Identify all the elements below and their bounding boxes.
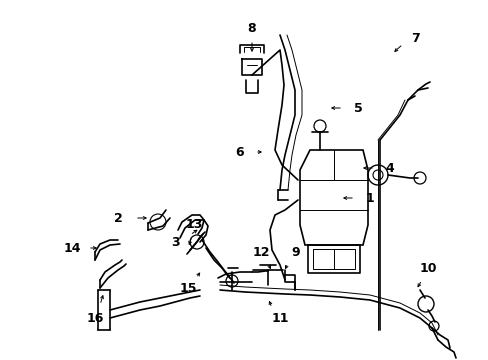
- Text: 15: 15: [179, 282, 196, 294]
- Text: 4: 4: [385, 162, 393, 175]
- Text: 2: 2: [113, 211, 122, 225]
- Text: 13: 13: [185, 219, 202, 231]
- Text: 16: 16: [86, 311, 103, 324]
- Text: 1: 1: [365, 192, 374, 204]
- Circle shape: [413, 172, 425, 184]
- Text: 5: 5: [353, 102, 362, 114]
- Text: 11: 11: [271, 311, 288, 324]
- Text: 9: 9: [291, 247, 300, 260]
- Text: 8: 8: [247, 22, 256, 35]
- Text: 10: 10: [418, 261, 436, 274]
- Text: 14: 14: [63, 242, 81, 255]
- Text: 3: 3: [170, 237, 179, 249]
- Text: 12: 12: [252, 247, 269, 260]
- Text: 6: 6: [235, 145, 244, 158]
- Text: 7: 7: [411, 31, 420, 45]
